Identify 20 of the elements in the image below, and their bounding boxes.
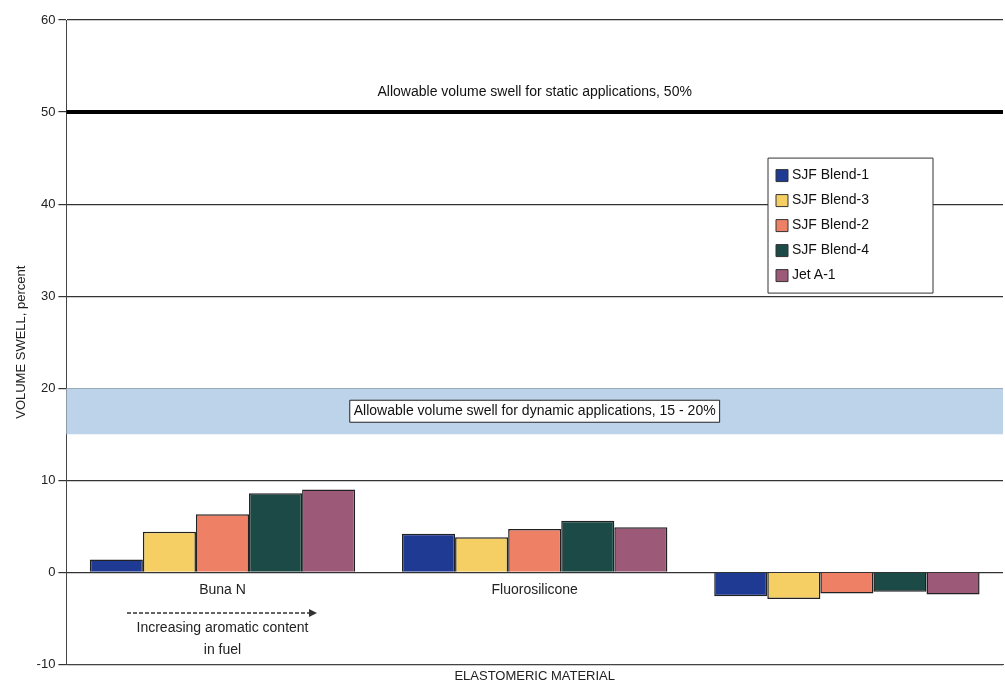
y-tick-label: 30 <box>40 287 56 303</box>
annotation: Increasing aromatic content in fuel <box>136 619 309 658</box>
y-tick-label: -10 <box>36 655 56 671</box>
legend-label: SJF Blend-1 <box>792 166 870 183</box>
y-tick-label: 10 <box>40 471 56 487</box>
band-label: Allowable volume swell for dynamic applications, 15 - 20% <box>353 402 716 419</box>
y-tick-label: 60 <box>40 11 56 27</box>
x-tick-label: Fluorosilicone <box>491 581 579 598</box>
x-tick-label: Buna N <box>199 581 246 598</box>
legend-label: SJF Blend-3 <box>792 191 870 208</box>
y-tick-label: 50 <box>40 103 56 119</box>
y-axis-title: VOLUME SWELL, percent <box>13 265 29 419</box>
legend-label: SJF Blend-4 <box>792 241 870 258</box>
legend-label: Jet A-1 <box>792 266 836 283</box>
x-axis-title: ELASTOMERIC MATERIAL <box>454 667 615 683</box>
y-tick-label: 0 <box>48 563 56 579</box>
y-tick-label: 20 <box>40 379 56 395</box>
legend-label: SJF Blend-2 <box>792 216 870 233</box>
y-tick-label: 40 <box>40 195 56 211</box>
ref-line-label: Allowable volume swell for static applications, 50% <box>377 82 692 99</box>
